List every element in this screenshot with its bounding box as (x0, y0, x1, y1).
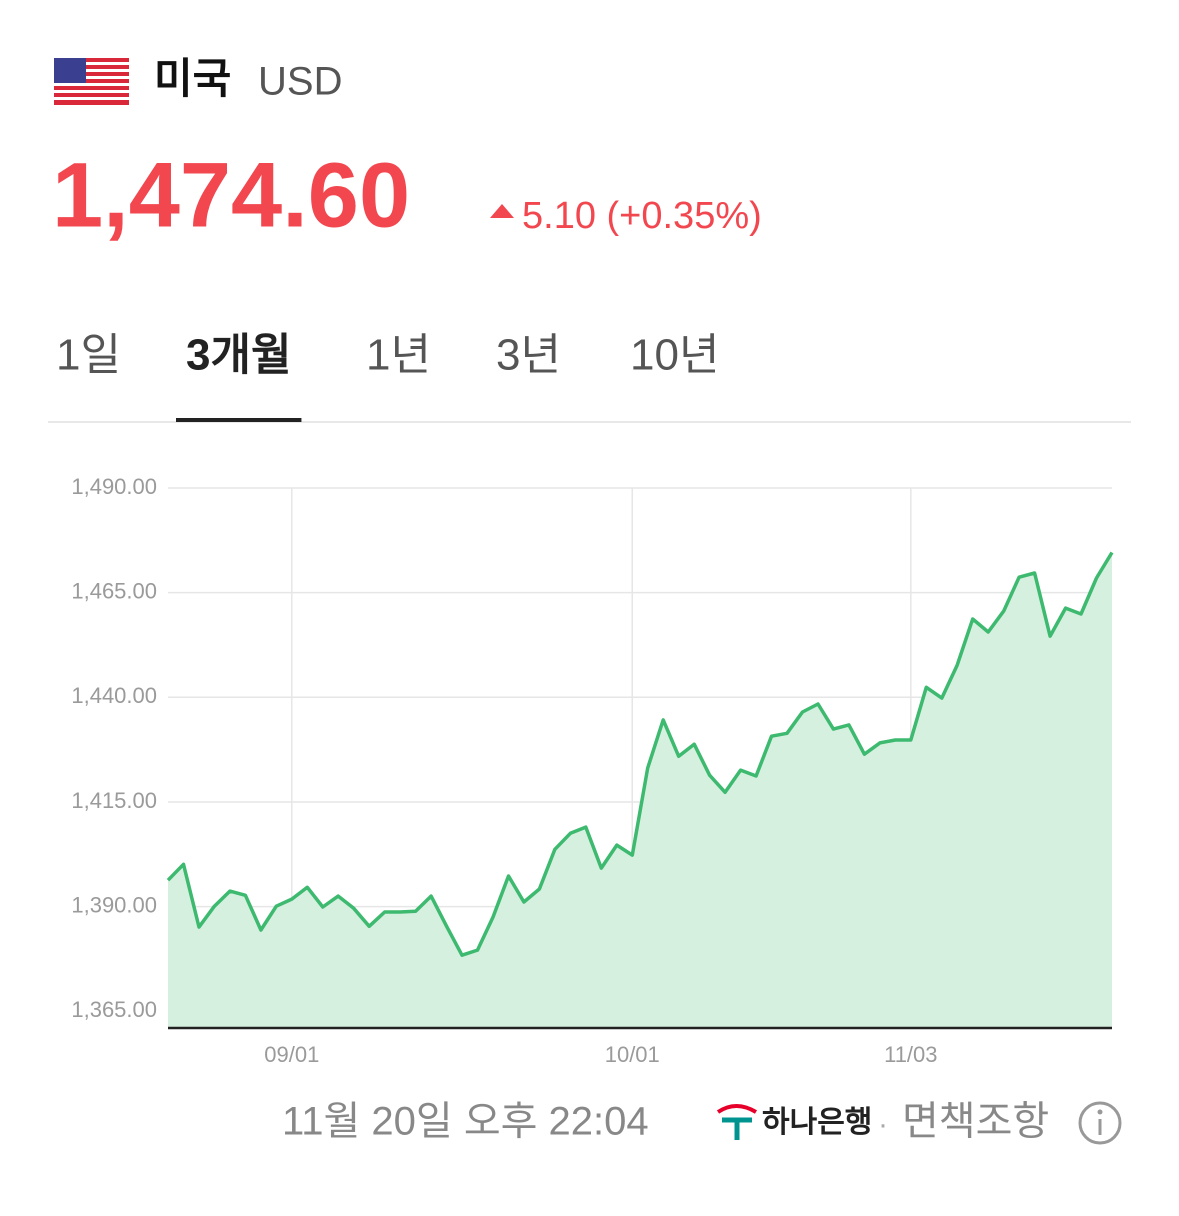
line (166, 551, 1114, 957)
tabs: 1일 3개월 1년 3년 10년 (56, 331, 719, 380)
tab[interactable]: 1년 (366, 331, 431, 380)
disclaimer[interactable]: 면책조항 (902, 1100, 1049, 1144)
price: 1,474.60 (52, 144, 410, 246)
chart: 1,490.00 1,465.00 1,440.00 1,415.00 1,390.00… (71, 474, 1114, 1067)
tab[interactable]: 1일 (56, 331, 121, 380)
bank-logo (716, 1104, 758, 1140)
up-arrow (490, 204, 514, 218)
y-tick-label: 1,390.00 (71, 892, 157, 917)
y-tick-label: 1,465.00 (71, 578, 157, 603)
active-tab-underline (176, 418, 302, 422)
info-icon[interactable] (1078, 1101, 1122, 1145)
tab[interactable]: 3개월 (186, 331, 291, 380)
separator: · (878, 1108, 888, 1141)
y-tick-label: 1,440.00 (71, 683, 157, 708)
country: 미국 (154, 55, 231, 102)
area-fill (168, 552, 1112, 1028)
tab[interactable]: 10년 (630, 331, 719, 380)
y-tick-label: 1,365.00 (71, 997, 157, 1022)
y-tick-label: 1,415.00 (71, 788, 157, 813)
x-tick-label: 11/03 (884, 1042, 937, 1067)
tab[interactable]: 3년 (496, 331, 561, 380)
currency: USD (258, 60, 342, 104)
x-tick-label: 09/01 (264, 1042, 319, 1067)
timestamp: 11월 20일 오후 22:04 (282, 1100, 649, 1144)
y-tick-label: 1,490.00 (71, 474, 157, 499)
us-flag (54, 58, 129, 105)
change: 5.10 (+0.35%) (522, 195, 762, 237)
x-tick-label: 10/01 (605, 1042, 660, 1067)
bank-name: 하나은행 (762, 1106, 872, 1139)
